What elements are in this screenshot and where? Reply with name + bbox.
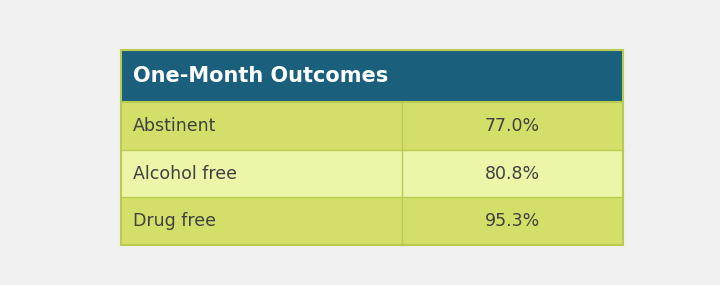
- Text: Drug free: Drug free: [133, 212, 216, 230]
- Bar: [121, 50, 623, 102]
- Text: One-Month Outcomes: One-Month Outcomes: [133, 66, 388, 86]
- Text: Alcohol free: Alcohol free: [133, 164, 237, 183]
- Bar: [121, 197, 402, 245]
- Bar: [121, 50, 623, 245]
- Bar: [121, 50, 623, 245]
- Bar: [402, 102, 623, 150]
- Bar: [402, 150, 623, 197]
- Text: 77.0%: 77.0%: [485, 117, 540, 135]
- Text: 95.3%: 95.3%: [485, 212, 540, 230]
- Bar: [121, 102, 402, 150]
- Text: 80.8%: 80.8%: [485, 164, 540, 183]
- Bar: [121, 150, 402, 197]
- Text: Abstinent: Abstinent: [133, 117, 216, 135]
- Bar: [402, 197, 623, 245]
